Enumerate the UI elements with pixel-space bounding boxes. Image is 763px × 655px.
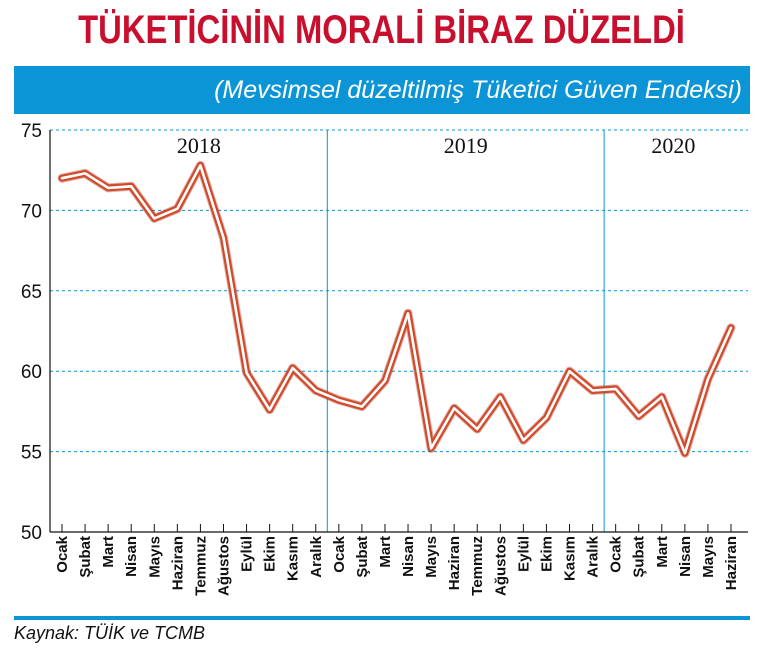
x-tick-label: Mart xyxy=(654,536,671,568)
y-tick-label: 70 xyxy=(21,201,42,222)
x-tick-label: Ekim xyxy=(262,536,279,572)
x-tick-label: Şubat xyxy=(77,536,94,578)
x-tick-label: Temmuz xyxy=(192,536,209,596)
x-tick-label: Haziran xyxy=(723,536,740,590)
x-tick-label: Temmuz xyxy=(469,536,486,596)
x-tick-label: Mart xyxy=(377,536,394,568)
x-tick-label: Aralık xyxy=(585,535,602,577)
x-tick-label: Ocak xyxy=(54,535,71,572)
y-tick-label: 55 xyxy=(21,443,42,464)
chart-title: TÜKETİCİNİN MORALİ BİRAZ DÜZELDİ xyxy=(78,8,685,52)
grid-lines xyxy=(50,129,748,532)
x-tick-label: Kasım xyxy=(285,536,302,581)
x-tick-label: Mayıs xyxy=(146,536,163,578)
y-tick-label: 50 xyxy=(21,523,42,544)
x-tick-label: Şubat xyxy=(631,536,648,578)
y-axis: 50 55 60 65 70 75 xyxy=(21,121,51,544)
x-tick-label: Ağustos xyxy=(492,536,509,596)
x-tick-label: Eylül xyxy=(239,536,256,572)
y-tick-label: 65 xyxy=(21,282,42,303)
chart-subtitle: (Mevsimsel düzeltilmiş Tüketici Güven En… xyxy=(214,76,742,104)
year-label: 2018 xyxy=(177,133,221,158)
banner-top-rule xyxy=(14,66,750,68)
x-tick-label: Mayıs xyxy=(423,536,440,578)
x-tick-label: Ocak xyxy=(331,535,348,572)
x-tick-label: Ekim xyxy=(538,536,555,572)
x-tick-label: Ağustos xyxy=(215,536,232,596)
x-tick-label: Ocak xyxy=(608,535,625,572)
x-tick-label: Eylül xyxy=(515,536,532,572)
year-labels: 2018 2019 2020 xyxy=(177,133,695,158)
x-tick-label: Haziran xyxy=(169,536,186,590)
x-tick-label: Nisan xyxy=(123,536,140,577)
y-tick-label: 60 xyxy=(21,362,42,383)
series-line xyxy=(57,160,736,458)
y-tick-label: 75 xyxy=(21,121,42,142)
x-tick-label: Nisan xyxy=(677,536,694,577)
x-tick-label: Mart xyxy=(100,536,117,568)
x-tick-label: Aralık xyxy=(308,535,325,577)
year-label: 2020 xyxy=(651,133,695,158)
x-tick-label: Nisan xyxy=(400,536,417,577)
x-tick-label: Kasım xyxy=(562,536,579,581)
series-line-inner xyxy=(60,164,733,455)
x-axis: Ocak Şubat Mart Nisan Mayıs Haziran Temmuz Ağus… xyxy=(50,524,748,596)
source-note: Kaynak: TÜİK ve TCMB xyxy=(14,623,206,643)
x-tick-label: Şubat xyxy=(354,536,371,578)
x-tick-label: Haziran xyxy=(446,536,463,590)
series-line-outer xyxy=(58,161,735,457)
x-tick-label: Mayıs xyxy=(700,536,717,578)
bottom-rule xyxy=(14,616,750,620)
year-label: 2019 xyxy=(444,133,488,158)
subtitle-banner: (Mevsimsel düzeltilmiş Tüketici Güven En… xyxy=(14,68,750,114)
